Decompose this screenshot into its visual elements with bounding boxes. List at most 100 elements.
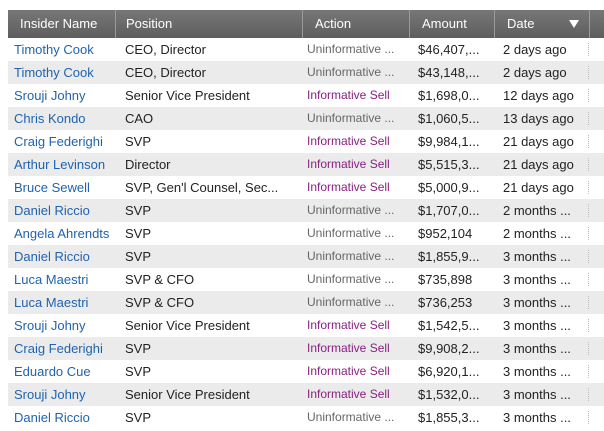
amount-cell: $5,515,3... bbox=[418, 157, 480, 172]
table-row[interactable]: Timothy Cook CEO, Director Uninformative .… bbox=[8, 61, 604, 84]
insider-name-link[interactable]: Craig Federighi bbox=[14, 341, 103, 356]
action-cell: Informative Sell bbox=[307, 364, 390, 378]
insider-name-link[interactable]: Daniel Riccio bbox=[14, 249, 90, 264]
action-cell: Informative Sell bbox=[307, 318, 390, 332]
amount-cell: $1,698,0... bbox=[418, 88, 480, 103]
position-cell: Senior Vice President bbox=[125, 88, 250, 103]
amount-cell: $952,104 bbox=[418, 226, 473, 241]
action-cell: Informative Sell bbox=[307, 387, 390, 401]
insider-name-link[interactable]: Daniel Riccio bbox=[14, 203, 90, 218]
column-divider bbox=[588, 227, 589, 240]
insider-name-link[interactable]: Srouji Johny bbox=[14, 318, 86, 333]
date-cell: 3 months ... bbox=[503, 341, 571, 356]
insider-name-link[interactable]: Craig Federighi bbox=[14, 134, 103, 149]
table-row[interactable]: Arthur Levinson Director Informative Sell $… bbox=[8, 153, 604, 176]
column-divider bbox=[588, 89, 589, 102]
table-row[interactable]: Craig Federighi SVP Informative Sell $9,984… bbox=[8, 130, 604, 153]
position-cell: SVP & CFO bbox=[125, 272, 195, 287]
date-cell: 3 months ... bbox=[503, 410, 571, 425]
table-row[interactable]: Daniel Riccio SVP Uninformative ... $1,707,… bbox=[8, 199, 604, 222]
table-row[interactable]: Luca Maestri SVP & CFO Uninformative ... $7… bbox=[8, 291, 604, 314]
table-row[interactable]: Luca Maestri SVP & CFO Uninformative ... $7… bbox=[8, 268, 604, 291]
column-divider bbox=[588, 158, 589, 171]
position-cell: SVP bbox=[125, 203, 152, 218]
date-cell: 2 days ago bbox=[503, 42, 567, 57]
action-cell: Uninformative ... bbox=[307, 249, 395, 263]
action-cell: Informative Sell bbox=[307, 134, 390, 148]
position-cell: SVP bbox=[125, 341, 152, 356]
position-cell: CAO bbox=[125, 111, 154, 126]
column-header-action[interactable]: Action bbox=[303, 10, 410, 38]
position-cell: CEO, Director bbox=[125, 42, 206, 57]
position-cell: Director bbox=[125, 157, 171, 172]
insider-name-link[interactable]: Srouji Johny bbox=[14, 387, 86, 402]
insider-name-link[interactable]: Timothy Cook bbox=[14, 42, 94, 57]
date-cell: 2 months ... bbox=[503, 203, 571, 218]
action-cell: Uninformative ... bbox=[307, 65, 395, 79]
amount-cell: $46,407,... bbox=[418, 42, 480, 57]
amount-cell: $43,148,... bbox=[418, 65, 480, 80]
table-row[interactable]: Eduardo Cue SVP Informative Sell $6,920,1..… bbox=[8, 360, 604, 383]
table-row[interactable]: Timothy Cook CEO, Director Uninformative .… bbox=[8, 38, 604, 61]
insider-name-link[interactable]: Timothy Cook bbox=[14, 65, 94, 80]
amount-cell: $736,253 bbox=[418, 295, 473, 310]
table-row[interactable]: Angela Ahrendts SVP Uninformative ... $952,… bbox=[8, 222, 604, 245]
table-row[interactable]: Srouji Johny Senior Vice President Informa… bbox=[8, 84, 604, 107]
insider-name-link[interactable]: Chris Kondo bbox=[14, 111, 86, 126]
table-row[interactable]: Srouji Johny Senior Vice President Informa… bbox=[8, 383, 604, 406]
column-header-date[interactable]: Date bbox=[495, 10, 590, 38]
table-row[interactable]: Daniel Riccio SVP Uninformative ... $1,855,… bbox=[8, 406, 604, 429]
insider-name-link[interactable]: Eduardo Cue bbox=[14, 364, 91, 379]
date-cell: 21 days ago bbox=[503, 134, 574, 149]
amount-cell: $1,707,0... bbox=[418, 203, 480, 218]
table-row[interactable]: Bruce Sewell SVP, Gen'l Counsel, Sec... In… bbox=[8, 176, 604, 199]
insider-name-link[interactable]: Arthur Levinson bbox=[14, 157, 106, 172]
amount-cell: $735,898 bbox=[418, 272, 473, 287]
column-header-extra bbox=[590, 10, 604, 38]
insider-name-link[interactable]: Bruce Sewell bbox=[14, 180, 90, 195]
table-row[interactable]: Daniel Riccio SVP Uninformative ... $1,855,… bbox=[8, 245, 604, 268]
column-header-position[interactable]: Position bbox=[116, 10, 303, 38]
amount-cell: $1,060,5... bbox=[418, 111, 480, 126]
table-row[interactable]: Craig Federighi SVP Informative Sell $9,908… bbox=[8, 337, 604, 360]
column-divider bbox=[588, 388, 589, 401]
table-row[interactable]: Chris Kondo CAO Uninformative ... $1,060,5.… bbox=[8, 107, 604, 130]
amount-cell: $9,984,1... bbox=[418, 134, 480, 149]
position-cell: SVP & CFO bbox=[125, 295, 195, 310]
insider-name-link[interactable]: Luca Maestri bbox=[14, 295, 89, 310]
action-cell: Informative Sell bbox=[307, 341, 390, 355]
date-cell: 21 days ago bbox=[503, 180, 574, 195]
position-cell: SVP bbox=[125, 364, 152, 379]
action-cell: Uninformative ... bbox=[307, 295, 395, 309]
date-cell: 3 months ... bbox=[503, 364, 571, 379]
table-row[interactable]: Srouji Johny Senior Vice President Informa… bbox=[8, 314, 604, 337]
column-divider bbox=[588, 112, 589, 125]
position-cell: Senior Vice President bbox=[125, 318, 250, 333]
column-divider bbox=[588, 135, 589, 148]
insider-name-link[interactable]: Luca Maestri bbox=[14, 272, 89, 287]
date-cell: 2 months ... bbox=[503, 226, 571, 241]
date-cell: 3 months ... bbox=[503, 272, 571, 287]
column-divider bbox=[588, 296, 589, 309]
action-cell: Uninformative ... bbox=[307, 42, 395, 56]
insider-name-link[interactable]: Daniel Riccio bbox=[14, 410, 90, 425]
position-cell: SVP bbox=[125, 249, 152, 264]
insider-name-link[interactable]: Srouji Johny bbox=[14, 88, 86, 103]
action-cell: Uninformative ... bbox=[307, 272, 395, 286]
date-cell: 3 months ... bbox=[503, 249, 571, 264]
amount-cell: $1,855,9... bbox=[418, 249, 480, 264]
date-cell: 13 days ago bbox=[503, 111, 574, 126]
column-header-date-label: Date bbox=[507, 16, 535, 31]
column-header-amount[interactable]: Amount bbox=[410, 10, 495, 38]
date-cell: 2 days ago bbox=[503, 65, 567, 80]
column-divider bbox=[588, 319, 589, 332]
date-cell: 21 days ago bbox=[503, 157, 574, 172]
amount-cell: $1,532,0... bbox=[418, 387, 480, 402]
sort-descending-icon[interactable] bbox=[569, 20, 579, 28]
column-header-insider-name[interactable]: Insider Name bbox=[8, 10, 116, 38]
column-divider bbox=[588, 342, 589, 355]
insider-name-link[interactable]: Angela Ahrendts bbox=[14, 226, 110, 241]
position-cell: Senior Vice President bbox=[125, 387, 250, 402]
column-divider bbox=[588, 273, 589, 286]
action-cell: Informative Sell bbox=[307, 88, 390, 102]
